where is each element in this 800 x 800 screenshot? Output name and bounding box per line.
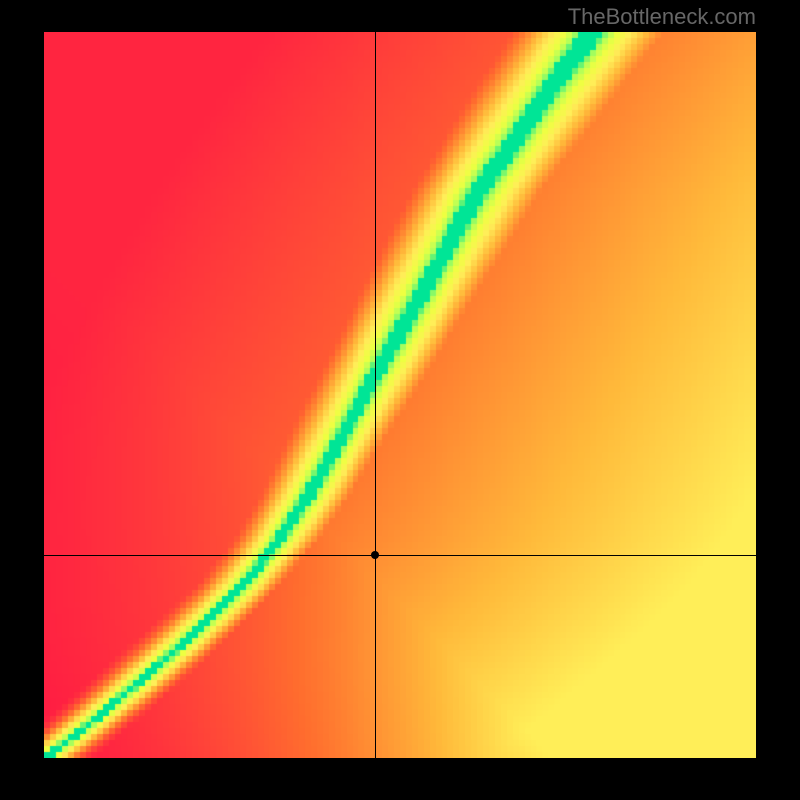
heatmap-canvas <box>44 32 756 758</box>
bottleneck-heatmap <box>44 32 756 758</box>
marker-dot <box>371 551 379 559</box>
crosshair-horizontal <box>44 555 756 556</box>
crosshair-vertical <box>375 32 376 758</box>
chart-outer: TheBottleneck.com <box>0 0 800 800</box>
watermark-text: TheBottleneck.com <box>568 4 756 30</box>
